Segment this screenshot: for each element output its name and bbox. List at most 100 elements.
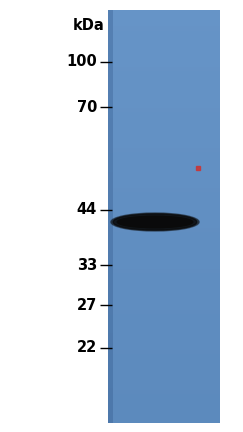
- Bar: [108, 420, 220, 422]
- Bar: [108, 70, 113, 71]
- Bar: [108, 365, 113, 367]
- Bar: [108, 305, 113, 306]
- Bar: [108, 261, 220, 263]
- Bar: [108, 249, 220, 251]
- Bar: [108, 77, 220, 79]
- Bar: [108, 203, 113, 204]
- Bar: [108, 187, 220, 189]
- Bar: [108, 167, 113, 168]
- Bar: [108, 84, 220, 86]
- Bar: [108, 106, 220, 107]
- Bar: [108, 37, 113, 38]
- Bar: [108, 127, 220, 129]
- Bar: [108, 173, 220, 174]
- Bar: [108, 160, 113, 162]
- Bar: [108, 358, 220, 360]
- Bar: [108, 364, 113, 366]
- Bar: [108, 258, 220, 260]
- Bar: [108, 302, 220, 304]
- Bar: [108, 264, 220, 265]
- Bar: [108, 240, 220, 241]
- Bar: [108, 206, 113, 207]
- Bar: [108, 290, 220, 292]
- Bar: [108, 247, 220, 248]
- Bar: [108, 330, 113, 332]
- Bar: [108, 135, 113, 136]
- Bar: [108, 10, 220, 12]
- Bar: [108, 146, 113, 147]
- Bar: [108, 180, 113, 181]
- Bar: [108, 384, 113, 385]
- Bar: [108, 381, 113, 382]
- Bar: [108, 344, 113, 345]
- Bar: [108, 238, 113, 239]
- Bar: [108, 265, 220, 267]
- Text: 22: 22: [77, 340, 97, 356]
- Bar: [108, 362, 113, 364]
- Bar: [108, 354, 113, 356]
- Bar: [108, 144, 220, 146]
- Bar: [108, 232, 113, 234]
- Bar: [108, 391, 220, 393]
- Bar: [108, 40, 220, 41]
- Bar: [108, 165, 220, 167]
- Bar: [108, 122, 220, 124]
- Bar: [108, 369, 220, 371]
- Bar: [108, 35, 113, 36]
- Bar: [108, 202, 220, 203]
- Bar: [108, 294, 113, 296]
- Bar: [108, 296, 220, 298]
- Bar: [108, 276, 220, 277]
- Bar: [108, 180, 220, 181]
- Bar: [108, 292, 113, 294]
- Bar: [108, 23, 113, 25]
- Bar: [108, 315, 113, 316]
- Bar: [108, 253, 220, 254]
- Bar: [108, 114, 220, 115]
- Bar: [108, 245, 220, 246]
- Bar: [108, 276, 113, 277]
- Bar: [108, 328, 220, 330]
- Bar: [108, 188, 220, 190]
- Bar: [108, 51, 113, 53]
- Bar: [108, 248, 220, 249]
- Bar: [108, 340, 113, 341]
- Bar: [108, 117, 220, 119]
- Bar: [108, 149, 113, 151]
- Bar: [108, 191, 220, 193]
- Bar: [108, 65, 220, 66]
- Bar: [108, 18, 113, 20]
- Bar: [108, 181, 220, 182]
- Bar: [108, 245, 113, 246]
- Bar: [108, 88, 220, 90]
- Bar: [108, 310, 113, 311]
- Bar: [108, 14, 220, 16]
- Ellipse shape: [111, 213, 199, 231]
- Bar: [108, 334, 113, 335]
- Bar: [108, 417, 220, 418]
- Bar: [108, 222, 113, 224]
- Bar: [108, 337, 113, 338]
- Bar: [108, 381, 220, 382]
- Bar: [108, 262, 220, 264]
- Bar: [108, 241, 113, 242]
- Bar: [108, 60, 220, 61]
- Bar: [108, 308, 113, 309]
- Bar: [108, 384, 220, 385]
- Bar: [108, 10, 113, 12]
- Bar: [108, 361, 113, 363]
- Bar: [108, 356, 220, 358]
- Bar: [108, 215, 113, 216]
- Bar: [108, 238, 220, 239]
- Bar: [108, 296, 113, 298]
- Bar: [108, 195, 220, 197]
- Bar: [108, 270, 220, 272]
- Bar: [108, 25, 113, 26]
- Bar: [108, 124, 113, 126]
- Bar: [108, 218, 113, 219]
- Bar: [108, 293, 220, 295]
- Bar: [108, 218, 220, 219]
- Bar: [108, 329, 220, 331]
- Bar: [108, 102, 220, 103]
- Bar: [108, 259, 113, 261]
